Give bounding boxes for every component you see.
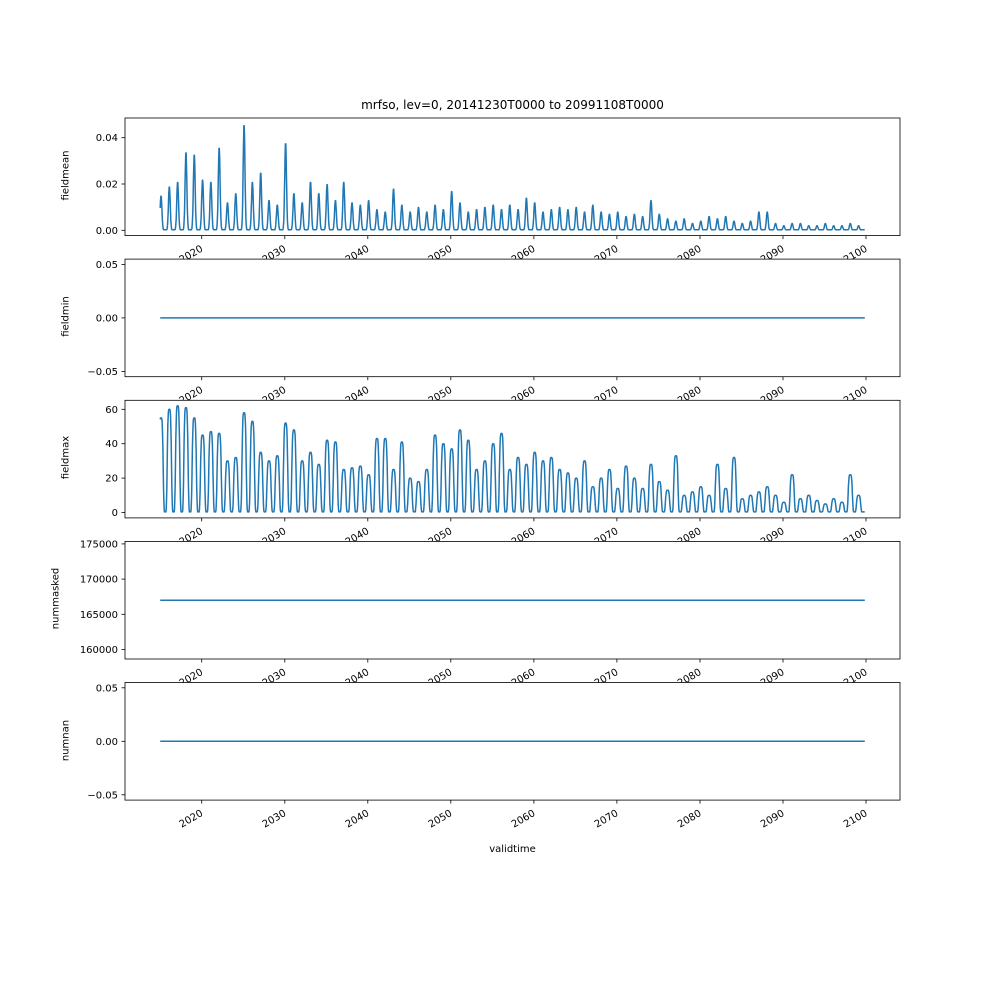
svg-text:2090: 2090: [759, 808, 787, 830]
svg-text:0.00: 0.00: [96, 313, 118, 324]
svg-text:60: 60: [105, 405, 118, 416]
svg-text:0.05: 0.05: [96, 260, 118, 271]
svg-text:170000: 170000: [80, 575, 118, 586]
svg-text:0.02: 0.02: [96, 180, 118, 191]
chart-title: mrfso, lev=0, 20141230T0000 to 20991108T…: [361, 98, 664, 112]
svg-text:0.00: 0.00: [96, 226, 118, 237]
svg-text:2060: 2060: [510, 808, 538, 830]
ylabel-fieldmin: fieldmin: [60, 296, 72, 337]
svg-text:0.04: 0.04: [96, 133, 118, 144]
ylabel-numnan: numnan: [60, 719, 72, 762]
svg-text:40: 40: [105, 439, 118, 450]
svg-text:2020: 2020: [178, 808, 206, 830]
svg-text:20: 20: [105, 474, 118, 485]
svg-text:160000: 160000: [80, 645, 118, 656]
xlabel-validtime: validtime: [489, 844, 536, 855]
ylabel-nummasked: nummasked: [50, 567, 62, 630]
svg-text:0.00: 0.00: [96, 737, 118, 748]
svg-text:2050: 2050: [427, 808, 455, 830]
svg-text:175000: 175000: [80, 539, 118, 550]
ylabel-fieldmax: fieldmax: [60, 435, 72, 480]
svg-text:−0.05: −0.05: [87, 790, 118, 801]
ylabel-fieldmean: fieldmean: [60, 150, 72, 201]
svg-text:2040: 2040: [344, 808, 372, 830]
svg-text:2030: 2030: [261, 808, 289, 830]
svg-text:2080: 2080: [676, 808, 704, 830]
svg-text:0: 0: [112, 508, 118, 519]
svg-text:2100: 2100: [842, 808, 870, 830]
svg-text:0.05: 0.05: [96, 683, 118, 694]
svg-text:−0.05: −0.05: [87, 367, 118, 378]
svg-text:2070: 2070: [593, 808, 621, 830]
svg-text:165000: 165000: [80, 610, 118, 621]
